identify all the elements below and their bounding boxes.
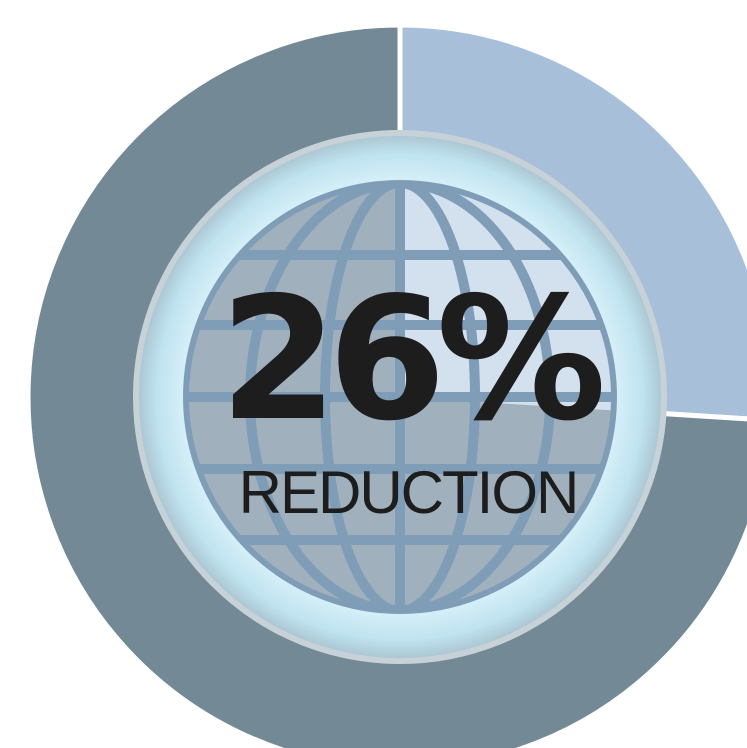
reduction-caption: REDUCTION	[239, 459, 578, 526]
reduction-value: 26%	[220, 261, 602, 459]
globe-highlight-wedge	[400, 183, 614, 416]
globe-grid-lines	[186, 183, 614, 611]
globe-icon	[183, 180, 617, 614]
